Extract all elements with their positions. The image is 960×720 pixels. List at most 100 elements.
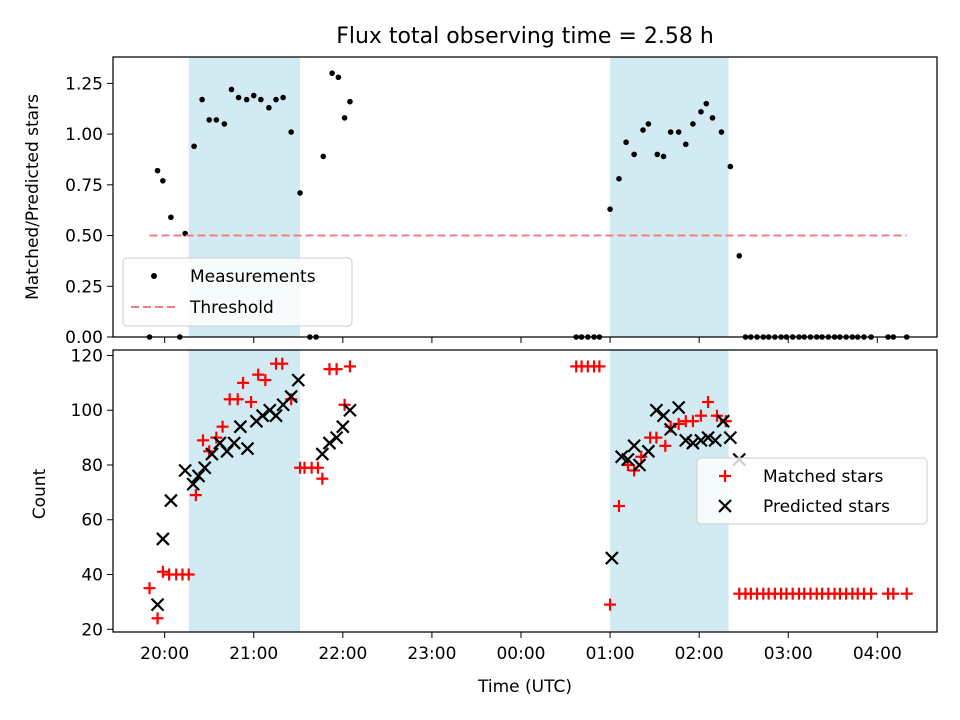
y-tick-label: 1.25 — [65, 74, 103, 94]
predicted-star-point — [701, 430, 715, 445]
chart-title: Flux total observing time = 2.58 h — [336, 24, 714, 49]
matched-star-point — [196, 434, 209, 447]
measurement-point — [191, 143, 197, 150]
matched-star-point — [252, 368, 265, 381]
predicted-star-point — [708, 433, 722, 448]
measurement-point — [341, 115, 348, 121]
matched-star-point — [593, 360, 606, 373]
predicted-star-point — [233, 419, 248, 434]
measurement-point — [320, 153, 327, 160]
measurement-point — [199, 96, 205, 103]
matched-star-point — [216, 420, 229, 433]
y-tick-label: 1.00 — [65, 125, 103, 145]
predicted-star-point — [191, 469, 206, 483]
measurement-point — [154, 167, 161, 174]
measurement-point — [675, 129, 682, 135]
measurement-point — [347, 98, 353, 105]
predicted-star-point — [164, 493, 178, 508]
x-tick-label: 20:00 — [140, 644, 189, 664]
matched-star-point — [635, 450, 648, 463]
measurement-point — [623, 139, 629, 146]
y-tick-label: 0.00 — [65, 328, 103, 348]
measurement-point — [660, 153, 667, 160]
predicted-star-point — [336, 419, 350, 434]
y-tick-label: 80 — [81, 456, 103, 476]
matched-star-point — [182, 568, 195, 581]
measurement-point — [243, 96, 250, 103]
predicted-star-point — [663, 422, 678, 437]
measurement-point — [690, 121, 696, 127]
y-tick-label: 0.75 — [65, 176, 103, 196]
x-tick-label: 21:00 — [229, 644, 278, 664]
measurement-point — [273, 96, 279, 103]
matched-star-point — [702, 396, 715, 409]
predicted-star-point — [322, 436, 337, 450]
predicted-star-point — [240, 441, 255, 456]
measurement-point — [228, 86, 235, 93]
measurement-point — [235, 94, 242, 101]
predicted-star-point — [178, 463, 192, 478]
predicted-star-point — [156, 532, 170, 546]
measurement-point — [616, 175, 622, 182]
predicted-star-point — [150, 597, 165, 612]
matched-star-point — [659, 439, 672, 452]
matched-star-point — [612, 500, 625, 513]
predicted-star-point — [716, 414, 730, 428]
matched-star-point — [900, 587, 913, 600]
legend-predicted-label: Predicted stars — [763, 497, 890, 517]
legend-measurements-label: Measurements — [190, 267, 316, 287]
predicted-star-point — [723, 430, 738, 445]
x-axis-label: Time (UTC) — [477, 677, 572, 697]
matched-star-point — [189, 489, 202, 502]
ratio-legend: Measurements Threshold — [122, 257, 353, 327]
y-tick-label: 120 — [71, 346, 103, 366]
measurement-point — [727, 163, 734, 170]
predicted-star-point — [329, 430, 344, 445]
measurement-point — [206, 117, 213, 123]
legend-measurements-marker — [151, 273, 157, 279]
observing-window-shade — [610, 57, 729, 337]
ratio-plot-frame — [112, 56, 938, 338]
measurement-point — [329, 70, 335, 77]
predicted-star-point — [621, 452, 635, 467]
legend-predicted-marker — [718, 499, 732, 513]
predicted-star-point — [205, 447, 219, 461]
predicted-star-point — [649, 403, 664, 418]
measurement-point — [258, 96, 264, 103]
x-tick-label: 00:00 — [496, 644, 545, 664]
predicted-star-point — [284, 389, 298, 404]
matched-star-point — [151, 612, 164, 625]
matched-star-point — [143, 582, 156, 595]
measurement-point — [682, 141, 689, 148]
matched-star-point — [604, 598, 617, 611]
count-y-axis-label: Count — [30, 468, 50, 519]
count-panel: 20:00 21:00 22:00 23:00 00:00 01:00 02:00 03:00… — [30, 346, 938, 697]
predicted-star-point — [343, 403, 357, 418]
y-tick-label: 0.50 — [65, 227, 103, 247]
matched-star-point — [259, 374, 272, 387]
predicted-star-point — [671, 400, 686, 415]
measurement-point — [297, 190, 303, 196]
predicted-star-point — [315, 447, 330, 461]
matched-star-point — [237, 376, 250, 389]
measurement-point — [335, 74, 342, 81]
measurement-point — [654, 151, 661, 158]
predicted-star-point — [632, 458, 647, 472]
observing-window-shade — [188, 350, 301, 632]
measurement-point — [736, 253, 743, 259]
y-tick-label: 40 — [81, 566, 103, 586]
measurement-point — [709, 115, 716, 121]
matched-star-point — [686, 415, 699, 428]
measurement-point — [160, 177, 166, 184]
matched-star-point — [276, 357, 289, 370]
matched-star-point — [694, 409, 707, 422]
matched-star-point — [650, 431, 663, 444]
measurement-point — [645, 121, 652, 127]
predicted-star-point — [679, 433, 693, 448]
matched-star-point — [343, 360, 356, 373]
predicted-star-point — [694, 433, 708, 448]
measurement-point — [280, 94, 286, 101]
measurement-point — [607, 206, 613, 212]
measurement-point — [703, 100, 710, 107]
x-tick-label: 04:00 — [853, 644, 902, 664]
